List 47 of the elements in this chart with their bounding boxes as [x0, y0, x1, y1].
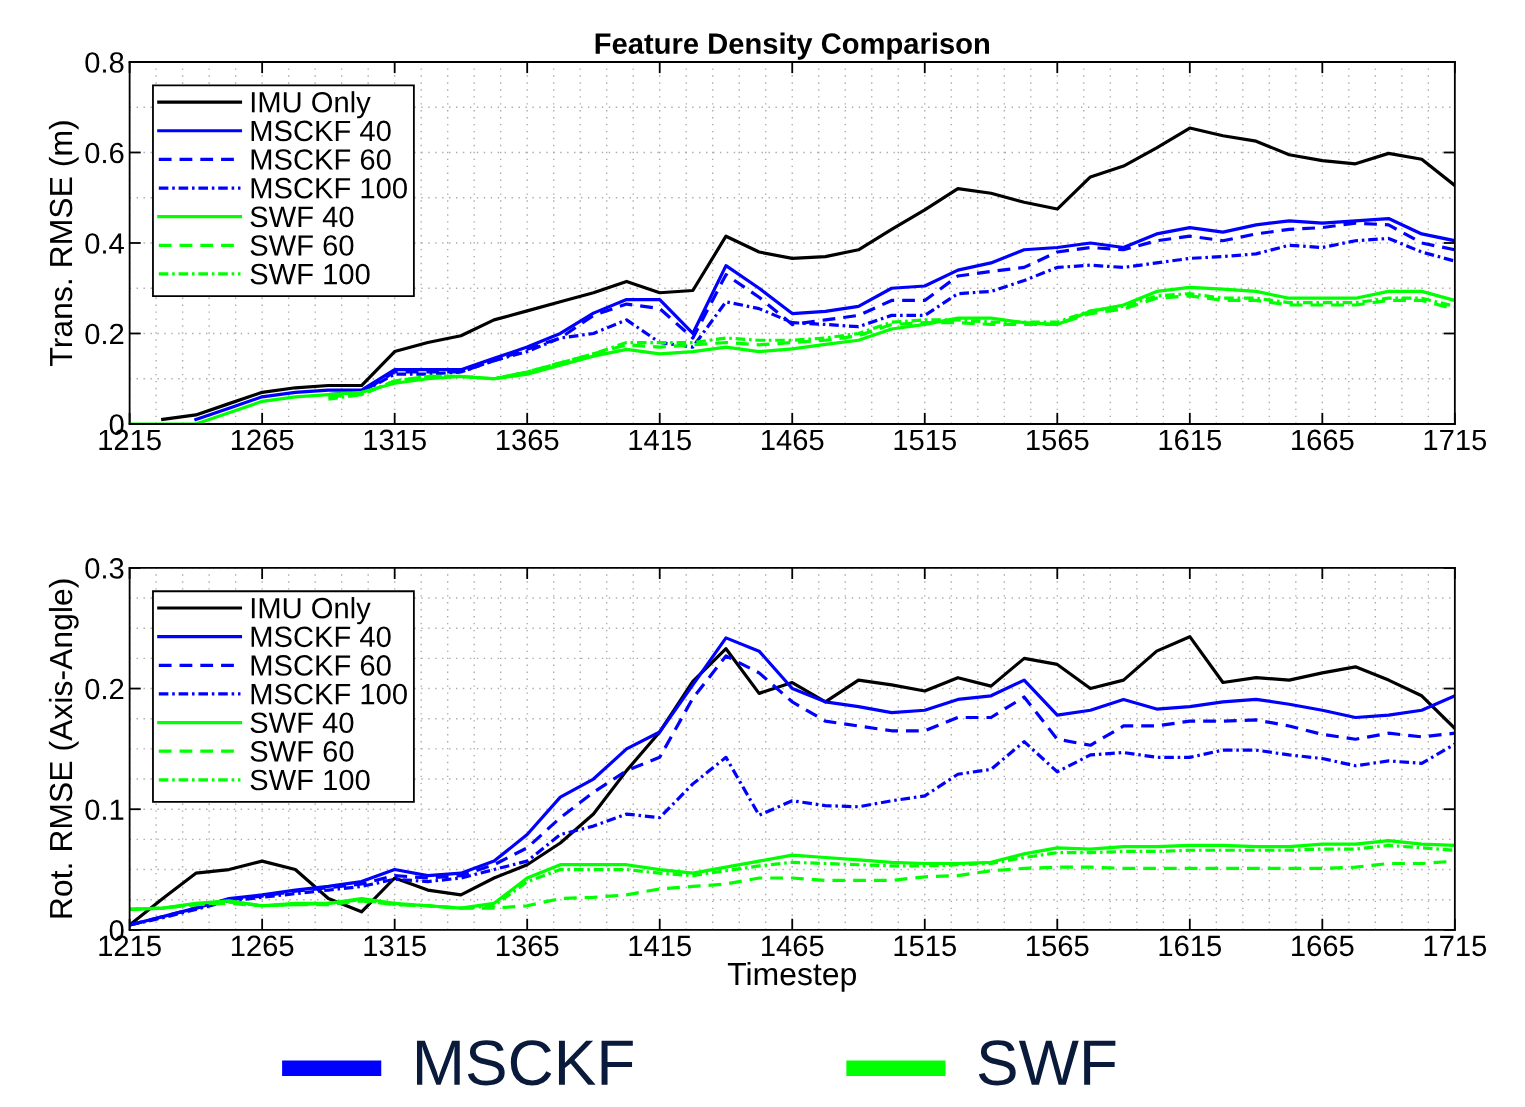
x-tick-label: 1715 [1424, 429, 1487, 451]
x-tick-label: 1515 [894, 429, 956, 451]
text: SWF [978, 1040, 1116, 1086]
chart-title: Feature Density Comparison [595, 32, 989, 60]
x-tick-label: 1665 [1292, 935, 1354, 957]
x-tick-label: 1465 [762, 935, 824, 957]
x-tick-label: 1615 [1159, 935, 1222, 957]
y-tick-label: 0.8 [85, 52, 124, 73]
legend-label: MSCKF 40 [251, 120, 391, 142]
x-tick-label: 1315 [364, 429, 426, 451]
x-tick-label: 1515 [894, 935, 956, 957]
x-tick-label: 1465 [762, 429, 824, 451]
x-tick-label: 1715 [1424, 935, 1487, 957]
text: MSCKF [416, 1040, 633, 1086]
y-tick-label: 0.2 [85, 678, 124, 700]
legend-label: MSCKF 60 [251, 149, 391, 170]
x-tick-label: 1615 [1159, 429, 1222, 451]
x-tick-label: 1315 [364, 935, 426, 957]
x-tick-label: 1565 [1027, 429, 1089, 451]
x-tick-label: 1415 [629, 935, 691, 957]
y-tick-label: 0.3 [85, 558, 124, 579]
x-tick-label: 1565 [1027, 935, 1089, 957]
legend-label: MSCKF 60 [251, 655, 391, 676]
y-tick-label: 0.4 [85, 233, 124, 254]
legend-label: SWF 100 [250, 263, 370, 285]
y-axis-title: Trans. RMSE (m) [48, 121, 79, 366]
y-axis-title: Rot. RMSE (Axis-Angle) [48, 579, 79, 918]
legend-label: SWF 40 [250, 712, 354, 734]
y-tick-label: 0.6 [85, 142, 124, 164]
x-tick-label: 1415 [629, 429, 691, 451]
x-tick-label: 1365 [496, 429, 559, 451]
legend-label: IMU Only [251, 91, 371, 119]
legend-label: SWF 60 [250, 235, 354, 256]
legend-label: MSCKF 40 [251, 626, 391, 648]
legend-label: MSCKF 100 [251, 683, 407, 705]
legend-label: MSCKF 100 [251, 177, 407, 199]
y-tick-label: 0.1 [85, 799, 124, 821]
x-tick-label: 1365 [496, 935, 559, 957]
legend-label: SWF 40 [250, 206, 354, 228]
y-tick-label: 0.2 [85, 323, 124, 345]
legend-label: IMU Only [251, 597, 371, 625]
x-tick-label: 1665 [1292, 429, 1354, 451]
legend-label: SWF 100 [250, 769, 370, 791]
x-tick-label: 1265 [231, 429, 294, 451]
x-tick-label: 1265 [231, 935, 294, 957]
x-axis-title: Timestep [727, 961, 856, 992]
legend-label: SWF 60 [250, 741, 354, 762]
